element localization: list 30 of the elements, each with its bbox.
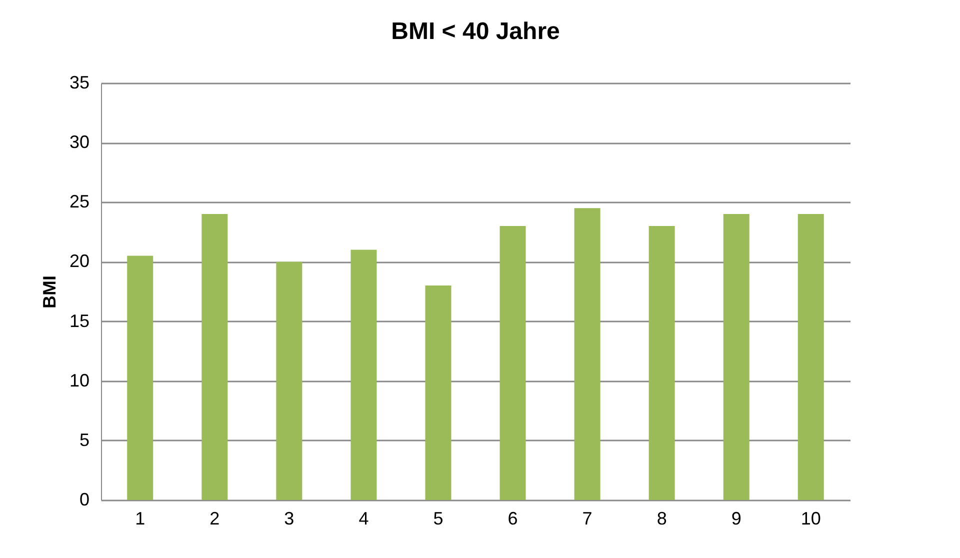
y-tick-label: 25 (69, 192, 90, 212)
bar (798, 214, 824, 500)
bar (127, 256, 154, 500)
bar (202, 214, 228, 500)
y-tick-label: 5 (79, 430, 90, 450)
x-tick-label: 1 (135, 508, 146, 528)
chart-title: BMI < 40 Jahre (391, 18, 560, 45)
x-tick-label: 3 (284, 508, 294, 528)
x-tick-label: 8 (656, 508, 667, 528)
bar (500, 226, 526, 500)
x-tick-label: 2 (210, 508, 220, 528)
bar (350, 250, 377, 500)
y-tick-label: 35 (69, 72, 90, 92)
bar (425, 286, 452, 500)
y-tick-label: 20 (69, 251, 90, 272)
y-tick-label: 10 (69, 370, 90, 390)
bar (723, 214, 750, 500)
y-tick-label: 0 (79, 490, 90, 510)
bar (574, 208, 600, 500)
bar (648, 226, 675, 500)
x-tick-label: 4 (358, 508, 369, 528)
x-tick-label: 5 (433, 508, 444, 528)
bar (276, 262, 302, 500)
y-tick-label: 15 (69, 310, 90, 331)
y-axis-title: BMI (39, 276, 60, 308)
x-tick-label: 7 (582, 508, 592, 528)
x-tick-label: 9 (731, 508, 742, 528)
x-tick-label: 10 (800, 508, 821, 528)
y-tick-label: 30 (69, 132, 90, 152)
x-tick-label: 6 (508, 508, 518, 528)
